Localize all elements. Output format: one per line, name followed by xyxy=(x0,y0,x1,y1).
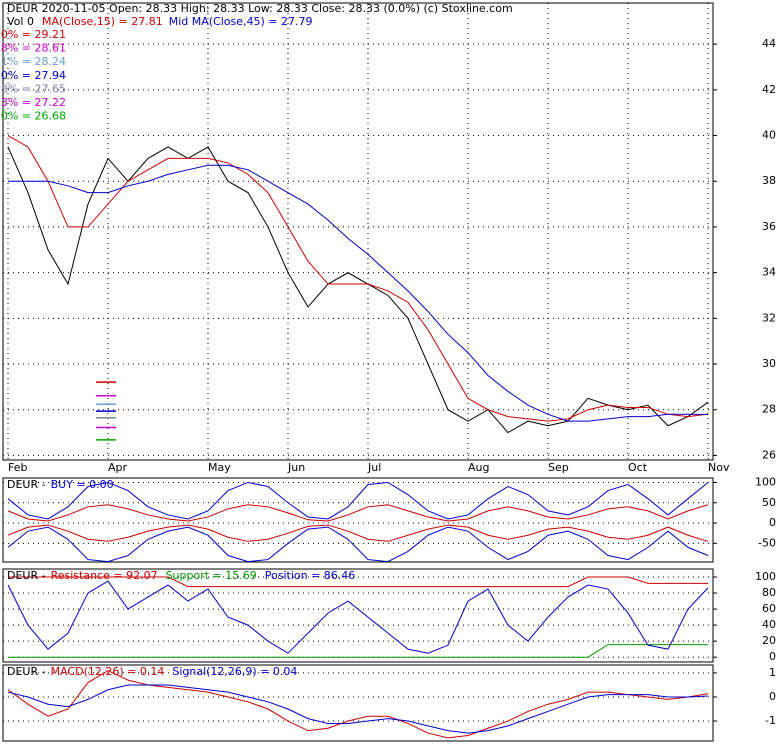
volume-label: Vol 0 xyxy=(7,15,34,28)
x-tick-label: Feb xyxy=(8,461,27,474)
x-tick-label: May xyxy=(208,461,231,474)
x-tick-label: Sep xyxy=(548,461,569,474)
panel-frame xyxy=(2,477,714,563)
series-line xyxy=(7,526,709,563)
series-line xyxy=(7,481,709,520)
legend-entry: Resistance = 92.07 xyxy=(51,569,158,582)
y-tick-label: 28 xyxy=(762,403,776,416)
panel-title: DEUR - xyxy=(7,569,46,582)
panel-frame xyxy=(2,664,714,742)
fib-label: 100% = 29.21 xyxy=(0,28,66,41)
y-tick-label: 100 xyxy=(755,475,776,488)
legend-entry: Mid MA(Close,45) = 27.79 xyxy=(169,15,313,28)
y-tick-label: 34 xyxy=(762,266,776,279)
chart-title: DEUR 2020-11-05 Open: 28.33 High: 28.33 … xyxy=(7,2,513,15)
panel-title: DEUR - xyxy=(7,665,46,678)
y-tick-label: 100 xyxy=(755,570,776,583)
y-tick-label: 60 xyxy=(762,602,776,615)
y-tick-label: -1 xyxy=(765,714,776,727)
x-tick-label: Apr xyxy=(108,461,128,474)
series-line xyxy=(7,524,709,542)
y-tick-label: 36 xyxy=(762,220,776,233)
y-tick-label: 30 xyxy=(762,357,776,370)
fib-label: 78% = 28.61 xyxy=(0,42,66,55)
panel-frame xyxy=(2,568,714,663)
panel-title: DEUR - xyxy=(7,478,46,491)
series-line xyxy=(8,576,708,588)
legend-entry: BUY = 0.00 xyxy=(51,478,114,491)
legend-entry: Signal(12,26,9) = 0.04 xyxy=(172,665,297,678)
y-tick-label: 32 xyxy=(762,311,776,324)
series-line xyxy=(7,684,709,734)
series-line xyxy=(8,164,709,422)
series-line xyxy=(7,669,709,739)
y-tick-label: 1 xyxy=(769,666,776,679)
y-tick-label: 50 xyxy=(762,496,776,509)
y-tick-label: 42 xyxy=(762,83,776,96)
legend-entry: Support = 15.69 xyxy=(166,569,257,582)
x-tick-label: Aug xyxy=(468,461,489,474)
series-line xyxy=(7,580,709,654)
series-line xyxy=(8,644,708,658)
y-tick-label: 0 xyxy=(769,690,776,703)
series-line xyxy=(7,146,709,434)
series-line xyxy=(7,135,709,422)
y-tick-label: 44 xyxy=(762,37,776,50)
fib-label: 38% = 27.65 xyxy=(0,82,66,95)
series-line xyxy=(7,504,709,522)
x-tick-label: Oct xyxy=(628,461,648,474)
y-tick-label: 26 xyxy=(762,448,776,461)
y-tick-label: 20 xyxy=(762,634,776,647)
y-tick-label: 40 xyxy=(762,618,776,631)
fib-label: 0% = 26.68 xyxy=(1,110,66,123)
fib-label: 50% = 27.94 xyxy=(0,69,66,82)
panel-frame xyxy=(2,2,714,461)
legend-entry: Position = 86.46 xyxy=(265,569,356,582)
y-tick-label: 80 xyxy=(762,586,776,599)
y-tick-label: 0 xyxy=(769,650,776,663)
x-tick-label: Jul xyxy=(367,461,381,474)
fib-label: 61% = 28.24 xyxy=(0,55,66,68)
y-tick-label: 0 xyxy=(769,516,776,529)
fib-label: 23% = 27.22 xyxy=(0,96,66,109)
x-tick-label: Jun xyxy=(287,461,305,474)
legend-entry: MA(Close,15) = 27.81 xyxy=(42,15,163,28)
y-tick-label: 40 xyxy=(762,129,776,142)
y-tick-label: -50 xyxy=(758,536,776,549)
y-tick-label: 38 xyxy=(762,174,776,187)
x-tick-label: Nov xyxy=(708,461,730,474)
legend-entry: MACD(12,26) = 0.14 xyxy=(51,665,165,678)
